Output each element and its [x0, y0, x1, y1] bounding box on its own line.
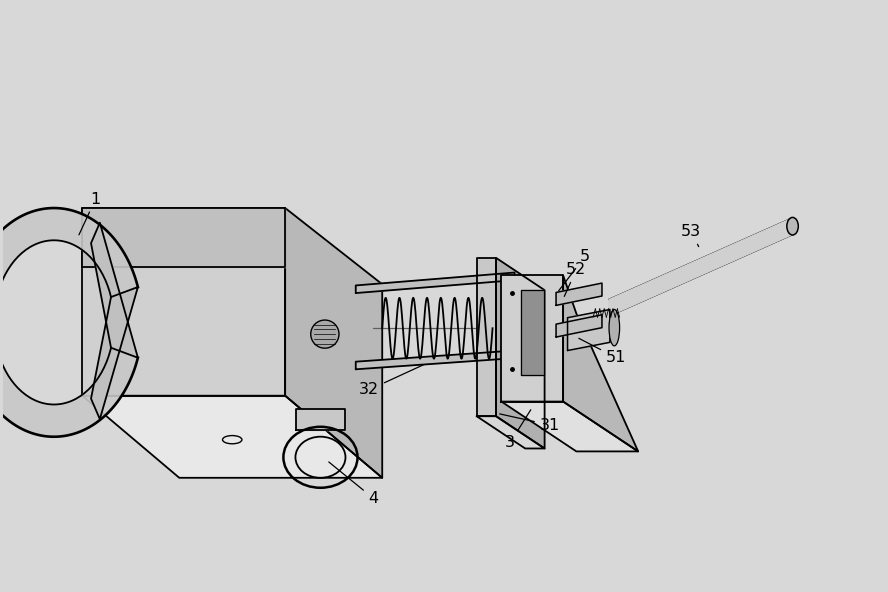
Polygon shape	[556, 315, 602, 337]
Polygon shape	[83, 395, 382, 478]
Ellipse shape	[311, 320, 339, 348]
Polygon shape	[496, 258, 544, 449]
Polygon shape	[520, 290, 543, 375]
Text: 4: 4	[329, 462, 378, 506]
Ellipse shape	[787, 217, 798, 235]
Polygon shape	[296, 409, 345, 430]
Polygon shape	[502, 401, 638, 452]
Polygon shape	[567, 310, 610, 350]
Polygon shape	[0, 208, 138, 437]
Polygon shape	[477, 258, 496, 416]
Polygon shape	[477, 416, 544, 449]
Text: 52: 52	[564, 262, 586, 297]
Polygon shape	[91, 287, 138, 419]
Polygon shape	[356, 272, 514, 293]
Polygon shape	[285, 208, 382, 478]
Polygon shape	[563, 275, 638, 452]
Text: 5: 5	[559, 249, 591, 291]
Polygon shape	[502, 275, 563, 401]
Polygon shape	[83, 208, 285, 266]
Text: 3: 3	[505, 410, 531, 450]
Polygon shape	[556, 283, 602, 305]
Polygon shape	[609, 218, 793, 316]
Text: 1: 1	[79, 192, 100, 235]
Polygon shape	[356, 351, 506, 369]
Text: 32: 32	[359, 365, 424, 397]
Text: 31: 31	[500, 414, 560, 433]
Polygon shape	[91, 223, 138, 358]
Polygon shape	[83, 208, 285, 395]
Ellipse shape	[609, 310, 620, 346]
Text: 53: 53	[681, 224, 702, 247]
Text: 51: 51	[579, 338, 626, 365]
